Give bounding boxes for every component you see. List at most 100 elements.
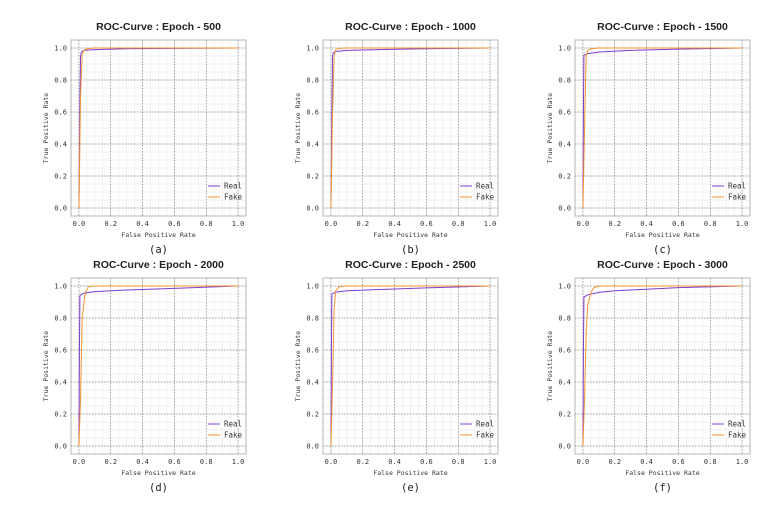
plot-frame — [70, 39, 247, 217]
y-tick-label: 0.4 — [54, 141, 67, 149]
x-axis-label: False Positive Rate — [373, 469, 447, 477]
y-tick-label: 0.2 — [306, 411, 319, 419]
roc-series-line-fake — [330, 47, 491, 209]
y-axis-label: True Positive Rate — [546, 93, 554, 164]
y-tick-label: 1.0 — [558, 283, 571, 291]
plot-frame — [322, 39, 499, 217]
y-tick-label: 0.8 — [558, 77, 571, 85]
x-tick-label: 0.0 — [73, 458, 86, 466]
roc-chart-svg: ROC-Curve : Epoch - 1000 0.0 0.2 0.4 0.6 0.8 1… — [294, 21, 499, 256]
x-axis-label: False Positive Rate — [121, 231, 195, 239]
x-tick-label: 0.4 — [388, 458, 401, 466]
y-axis-label: True Positive Rate — [546, 331, 554, 402]
legend-label: Fake — [476, 431, 495, 440]
x-tick-label: 0.8 — [452, 220, 465, 228]
x-tick-label: 0.6 — [672, 220, 685, 228]
y-tick-label: 0.0 — [54, 443, 67, 451]
y-tick-label: 0.8 — [54, 77, 67, 85]
roc-series-line-fake — [582, 285, 743, 447]
y-axis-label: True Positive Rate — [42, 331, 50, 402]
roc-chart-svg: ROC-Curve : Epoch - 500 0.0 0.2 0.4 0.6 0.8 1.… — [42, 21, 247, 256]
x-tick-label: 0.0 — [325, 458, 338, 466]
x-tick-label: 1.0 — [736, 458, 749, 466]
y-tick-label: 0.6 — [558, 347, 571, 355]
plot-frame — [70, 277, 247, 455]
chart-title: ROC-Curve : Epoch - 2000 — [93, 259, 224, 271]
roc-series-line-real — [330, 285, 491, 447]
x-tick-label: 1.0 — [232, 220, 245, 228]
x-tick-label: 1.0 — [484, 220, 497, 228]
roc-series-line-real — [582, 47, 743, 209]
roc-chart-svg: ROC-Curve : Epoch - 3000 0.0 0.2 0.4 0.6 0.8 1… — [546, 259, 751, 494]
y-tick-label: 0.8 — [558, 315, 571, 323]
y-tick-label: 0.8 — [306, 315, 319, 323]
y-tick-label: 0.2 — [54, 173, 67, 181]
chart-title: ROC-Curve : Epoch - 500 — [96, 21, 221, 33]
y-tick-label: 0.4 — [306, 379, 319, 387]
legend-label: Fake — [728, 431, 747, 440]
plot-frame — [574, 277, 751, 455]
chart-title: ROC-Curve : Epoch - 3000 — [597, 259, 728, 271]
x-tick-label: 1.0 — [736, 220, 749, 228]
x-tick-label: 0.4 — [388, 220, 401, 228]
roc-panel: ROC-Curve : Epoch - 2500 0.0 0.2 0.4 0.6 0.8 1… — [262, 248, 502, 498]
x-tick-label: 0.6 — [672, 458, 685, 466]
x-tick-label: 0.0 — [325, 220, 338, 228]
y-tick-label: 0.6 — [54, 347, 67, 355]
roc-panel: ROC-Curve : Epoch - 1000 0.0 0.2 0.4 0.6 0.8 1… — [262, 10, 502, 260]
y-tick-label: 0.4 — [306, 141, 319, 149]
x-tick-label: 0.8 — [452, 458, 465, 466]
x-tick-label: 0.2 — [608, 458, 621, 466]
legend-label: Real — [224, 420, 242, 429]
x-tick-label: 0.4 — [640, 458, 653, 466]
roc-series-line-fake — [330, 285, 491, 447]
x-tick-label: 0.2 — [356, 220, 369, 228]
y-tick-label: 0.0 — [558, 443, 571, 451]
roc-series-line-real — [78, 285, 239, 447]
roc-series-line-fake — [78, 285, 239, 447]
x-tick-label: 0.6 — [168, 458, 181, 466]
y-tick-label: 0.6 — [306, 109, 319, 117]
y-tick-label: 1.0 — [306, 283, 319, 291]
y-tick-label: 0.4 — [54, 379, 67, 387]
y-tick-label: 0.2 — [558, 411, 571, 419]
x-tick-label: 0.2 — [356, 458, 369, 466]
y-tick-label: 0.4 — [558, 379, 571, 387]
roc-series-line-fake — [78, 47, 239, 209]
subfigure-caption: (a) — [149, 244, 168, 256]
x-tick-label: 0.6 — [168, 220, 181, 228]
x-axis-label: False Positive Rate — [625, 469, 699, 477]
x-tick-label: 0.8 — [704, 220, 717, 228]
legend-label: Real — [476, 182, 494, 191]
roc-panel: ROC-Curve : Epoch - 2000 0.0 0.2 0.4 0.6 0.8 1… — [10, 248, 250, 498]
legend-label: Real — [728, 420, 746, 429]
x-tick-label: 0.4 — [136, 220, 149, 228]
x-tick-label: 1.0 — [232, 458, 245, 466]
x-tick-label: 0.2 — [608, 220, 621, 228]
x-tick-label: 0.4 — [640, 220, 653, 228]
x-tick-label: 0.8 — [200, 458, 213, 466]
subfigure-caption: (d) — [149, 482, 168, 494]
roc-chart-svg: ROC-Curve : Epoch - 1500 0.0 0.2 0.4 0.6 0.8 1… — [546, 21, 751, 256]
legend-label: Fake — [224, 193, 243, 202]
x-axis-label: False Positive Rate — [625, 231, 699, 239]
legend-label: Real — [476, 420, 494, 429]
y-tick-label: 0.8 — [306, 77, 319, 85]
legend-label: Real — [728, 182, 746, 191]
subfigure-caption: (e) — [401, 482, 420, 494]
x-tick-label: 0.0 — [577, 458, 590, 466]
subfigure-caption: (c) — [653, 244, 672, 256]
y-axis-label: True Positive Rate — [42, 93, 50, 164]
y-axis-label: True Positive Rate — [294, 331, 302, 402]
y-tick-label: 0.2 — [306, 173, 319, 181]
legend-label: Fake — [224, 431, 243, 440]
y-tick-label: 0.0 — [306, 205, 319, 213]
y-tick-label: 0.6 — [306, 347, 319, 355]
x-axis-label: False Positive Rate — [121, 469, 195, 477]
y-tick-label: 1.0 — [558, 45, 571, 53]
y-axis-label: True Positive Rate — [294, 93, 302, 164]
plot-frame — [574, 39, 751, 217]
y-tick-label: 1.0 — [54, 283, 67, 291]
chart-title: ROC-Curve : Epoch - 1000 — [345, 21, 476, 33]
